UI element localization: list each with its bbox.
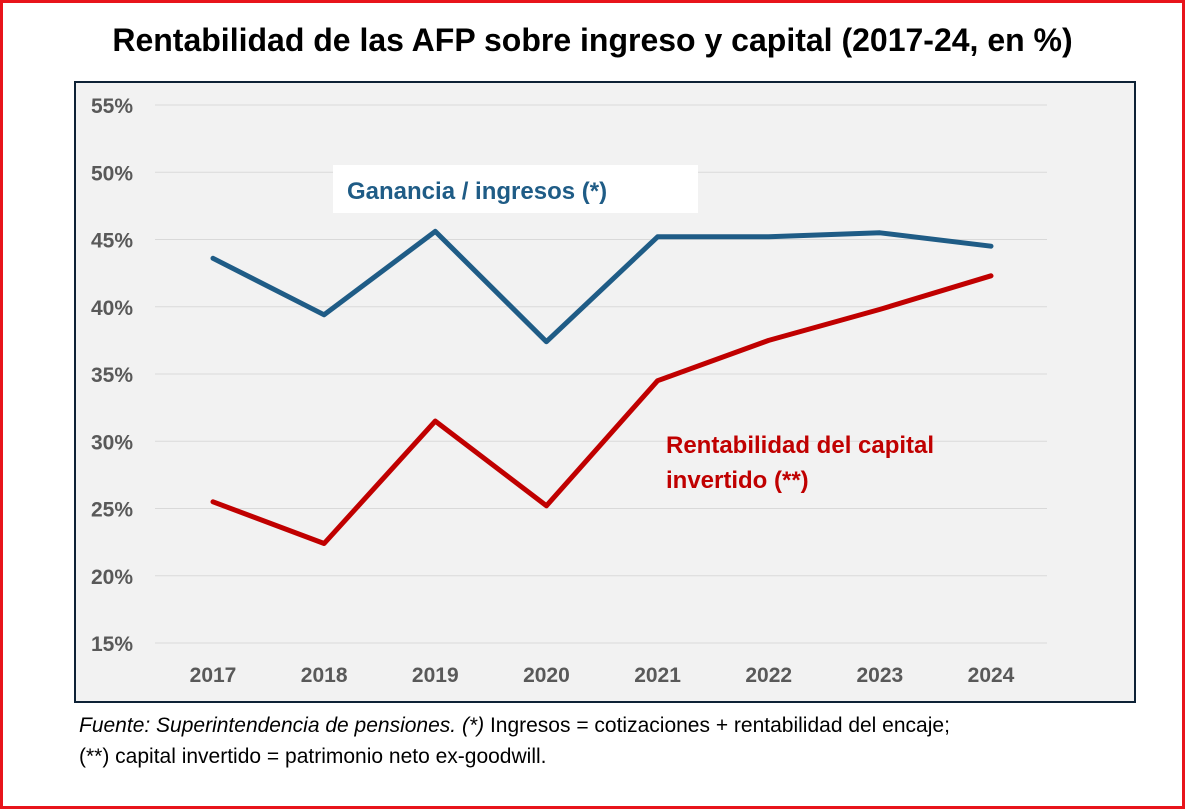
x-tick-label: 2021 bbox=[634, 664, 681, 687]
source-line-1-rest: Ingresos = cotizaciones + rentabilidad d… bbox=[484, 714, 950, 737]
y-tick-label: 20% bbox=[91, 566, 133, 589]
chart-title: Rentabilidad de las AFP sobre ingreso y … bbox=[112, 22, 1073, 58]
x-tick-label: 2018 bbox=[301, 664, 348, 687]
series-line-rentabilidad-capital bbox=[210, 273, 994, 546]
x-tick-label: 2020 bbox=[523, 664, 570, 687]
y-tick-label: 25% bbox=[91, 499, 133, 522]
x-tick-label: 2019 bbox=[412, 664, 459, 687]
source-line-1: Fuente: Superintendencia de pensiones. (… bbox=[79, 710, 1169, 741]
series-label-background bbox=[333, 165, 698, 213]
series-labels: Ganancia / ingresos (*) Rentabilidad del … bbox=[333, 165, 934, 494]
y-tick-label: 55% bbox=[91, 95, 133, 118]
source-note: Fuente: Superintendencia de pensiones. (… bbox=[79, 710, 1169, 772]
y-tick-label: 40% bbox=[91, 297, 133, 320]
x-tick-label: 2022 bbox=[745, 664, 792, 687]
series-label-ganancia-ingresos: Ganancia / ingresos (*) bbox=[347, 178, 607, 205]
source-line-2: (**) capital invertido = patrimonio neto… bbox=[79, 745, 547, 768]
source-italic: Fuente: Superintendencia de pensiones. (… bbox=[79, 714, 485, 737]
series-label-rentabilidad-line-2: invertido (**) bbox=[666, 467, 809, 494]
y-tick-label: 50% bbox=[91, 162, 133, 185]
y-axis-ticks: 15% 20% 25% 30% 35% 40% 45% 50% 55% bbox=[91, 95, 133, 656]
x-tick-label: 2023 bbox=[856, 664, 903, 687]
y-tick-label: 30% bbox=[91, 431, 133, 454]
x-tick-label: 2017 bbox=[190, 664, 237, 687]
x-tick-label: 2024 bbox=[968, 664, 1015, 687]
y-tick-label: 45% bbox=[91, 230, 133, 253]
y-tick-label: 15% bbox=[91, 633, 133, 656]
y-tick-label: 35% bbox=[91, 364, 133, 387]
series-label-rentabilidad-line-1: Rentabilidad del capital bbox=[666, 432, 934, 459]
x-axis-ticks: 2017 2018 2019 2020 2021 2022 2023 2024 bbox=[190, 664, 1015, 687]
series-line-ganancia-ingresos bbox=[210, 228, 994, 345]
series-lines bbox=[210, 228, 994, 546]
